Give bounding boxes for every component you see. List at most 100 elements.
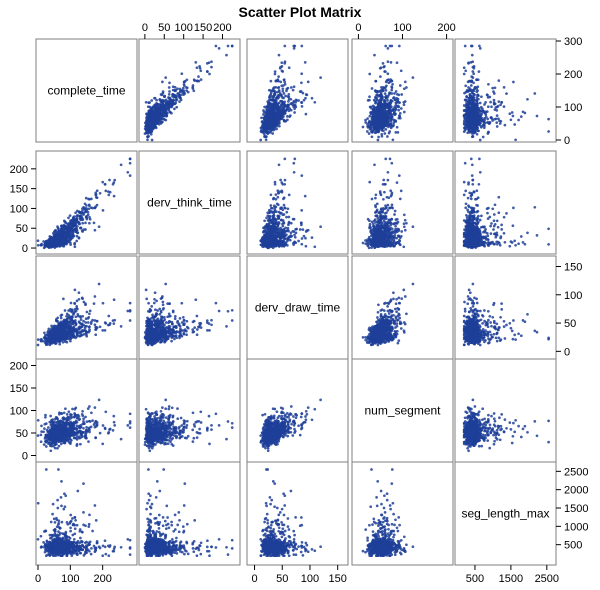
data-point [403, 228, 407, 232]
data-point [367, 132, 371, 135]
data-point [291, 229, 295, 233]
data-point [273, 210, 276, 214]
data-point [474, 111, 477, 115]
data-point [51, 239, 54, 242]
data-point [488, 121, 492, 124]
data-point [495, 125, 499, 128]
data-point [384, 124, 388, 127]
data-point [390, 205, 394, 209]
data-point [373, 231, 377, 234]
data-point [128, 157, 132, 161]
data-point [381, 109, 385, 113]
data-point [161, 101, 165, 104]
data-point [288, 114, 292, 117]
data-point [305, 93, 309, 97]
data-point [62, 244, 65, 248]
data-point [384, 204, 387, 208]
data-point [147, 112, 151, 115]
data-point [390, 92, 394, 95]
data-point [178, 95, 181, 99]
data-point [381, 89, 385, 93]
data-point [267, 208, 271, 212]
data-point [383, 106, 387, 110]
data-point [274, 193, 278, 196]
data-point [101, 209, 105, 212]
data-point [466, 80, 470, 84]
data-point [276, 102, 280, 106]
data-point [463, 44, 467, 48]
data-point [398, 243, 402, 247]
data-point [388, 103, 392, 106]
data-point [78, 222, 82, 226]
points-complete_time-vs-derv_think_time [143, 44, 234, 142]
data-point [276, 79, 280, 82]
data-point [267, 219, 271, 223]
data-point [483, 118, 486, 122]
data-point [389, 241, 393, 244]
data-point [158, 103, 162, 106]
data-point [383, 92, 387, 95]
data-point [470, 111, 473, 115]
data-point [374, 117, 377, 121]
data-point [373, 239, 377, 242]
data-point [368, 180, 372, 184]
data-point [277, 89, 281, 92]
data-point [405, 221, 408, 225]
data-point [273, 207, 277, 211]
data-point [158, 106, 162, 110]
data-point [273, 128, 276, 131]
data-point [368, 98, 371, 102]
data-point [471, 105, 474, 108]
data-point [497, 211, 501, 215]
data-point [283, 119, 286, 123]
data-point [468, 117, 472, 121]
data-point [260, 116, 263, 120]
data-point [376, 130, 380, 133]
data-point [280, 116, 283, 120]
data-point [402, 222, 406, 226]
data-point [300, 237, 304, 240]
data-point [185, 86, 188, 89]
data-point [374, 79, 378, 83]
data-point [462, 72, 466, 76]
data-point [170, 105, 173, 109]
data-point [97, 225, 101, 229]
data-point [467, 127, 470, 131]
data-point [276, 195, 280, 199]
data-point [182, 80, 186, 84]
data-point [180, 72, 184, 76]
data-point [374, 193, 378, 197]
data-point [386, 72, 390, 76]
data-point [394, 224, 397, 228]
data-point [310, 236, 314, 239]
data-point [469, 114, 472, 118]
data-point [371, 228, 375, 231]
data-point [466, 131, 470, 135]
data-point [274, 86, 278, 89]
data-point [385, 211, 388, 215]
data-point [299, 90, 303, 93]
data-point [376, 138, 380, 142]
data-point [491, 119, 494, 122]
data-point [502, 105, 506, 108]
data-point [91, 206, 94, 210]
data-point [273, 182, 277, 186]
data-point [146, 127, 150, 130]
data-point [482, 126, 486, 130]
data-point [387, 235, 391, 239]
panel-seg_length_max-vs-seg_length_max [454, 461, 557, 566]
data-point [306, 228, 310, 232]
data-point [379, 101, 382, 105]
data-point [65, 231, 69, 235]
data-point [390, 227, 394, 231]
data-point [547, 117, 550, 121]
data-point [279, 100, 283, 103]
data-point [384, 89, 388, 92]
data-point [481, 123, 485, 127]
data-point [95, 189, 99, 193]
data-point [292, 85, 296, 89]
data-point [277, 116, 280, 120]
data-point [69, 243, 72, 246]
data-point [499, 119, 503, 123]
data-point [473, 121, 477, 125]
